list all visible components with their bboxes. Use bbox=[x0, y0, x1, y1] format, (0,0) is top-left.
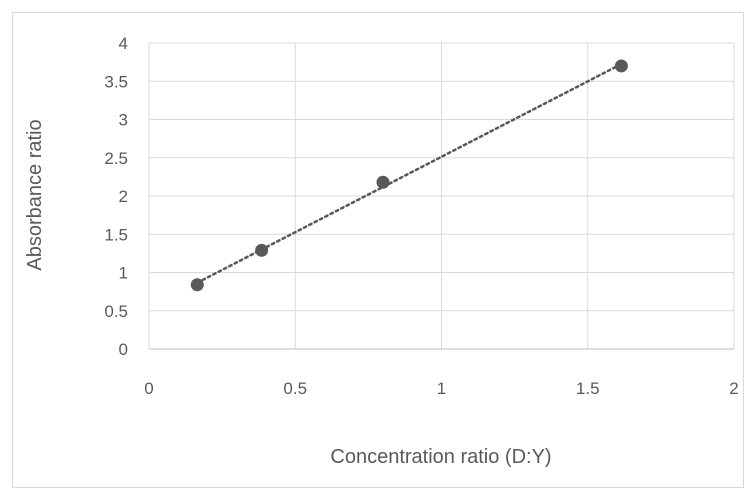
data-points bbox=[190, 59, 628, 292]
x-tick-label: 0.5 bbox=[283, 379, 307, 398]
y-axis-title: Absorbance ratio bbox=[24, 119, 46, 270]
data-point bbox=[614, 59, 628, 73]
gridlines bbox=[149, 42, 735, 349]
data-point bbox=[255, 243, 269, 257]
data-point bbox=[376, 175, 390, 189]
x-tick-label: 2 bbox=[729, 379, 738, 398]
y-tick-label: 0 bbox=[119, 340, 128, 359]
data-point bbox=[190, 278, 204, 292]
x-tick-label: 1 bbox=[437, 379, 446, 398]
chart-frame bbox=[12, 12, 744, 488]
x-tick-label: 0 bbox=[144, 379, 153, 398]
y-tick-label: 1.5 bbox=[104, 225, 128, 244]
y-tick-label: 2.5 bbox=[104, 149, 128, 168]
y-tick-label: 0.5 bbox=[104, 302, 128, 321]
y-tick-labels: 0 0.5 1 1.5 2 2.5 3 3.5 4 bbox=[104, 34, 128, 359]
y-tick-label: 3 bbox=[119, 111, 128, 130]
trendline-layer bbox=[196, 62, 623, 284]
trendline bbox=[196, 62, 623, 284]
axes bbox=[148, 43, 734, 350]
x-axis-title: Concentration ratio (D:Y) bbox=[330, 446, 551, 468]
y-tick-label: 1 bbox=[119, 264, 128, 283]
x-tick-label: 1.5 bbox=[576, 379, 600, 398]
y-tick-label: 4 bbox=[119, 34, 128, 53]
x-tick-labels: 0 0.5 1 1.5 2 bbox=[144, 379, 738, 398]
y-tick-label: 3.5 bbox=[104, 72, 128, 91]
y-tick-label: 2 bbox=[119, 187, 128, 206]
